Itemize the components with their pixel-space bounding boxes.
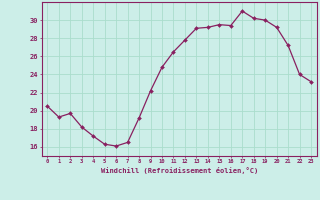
X-axis label: Windchill (Refroidissement éolien,°C): Windchill (Refroidissement éolien,°C) <box>100 167 258 174</box>
